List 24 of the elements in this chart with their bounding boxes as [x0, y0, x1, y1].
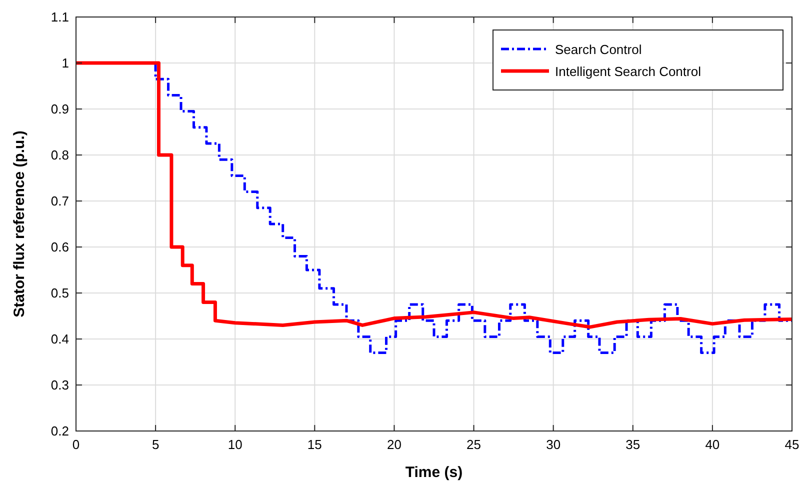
x-tick-label: 45	[784, 437, 800, 452]
y-tick-label: 0.7	[50, 194, 69, 208]
y-tick-label: 0.4	[50, 332, 69, 346]
x-tick-label: 35	[626, 437, 640, 452]
x-tick-label: 10	[228, 437, 242, 452]
y-tick-label: 0.9	[50, 102, 69, 116]
y-tick-label: 0.8	[50, 148, 69, 162]
legend-label: Intelligent Search Control	[555, 64, 702, 79]
x-tick-label: 40	[705, 437, 720, 452]
y-tick-label: 0.5	[50, 286, 69, 300]
y-tick-label: 1	[62, 56, 69, 70]
x-tick-label: 25	[466, 437, 482, 452]
x-tick-label: 15	[307, 437, 322, 452]
x-axis-title: Time (s)	[405, 464, 463, 481]
x-tick-label: 0	[72, 437, 80, 452]
x-tick-label: 20	[386, 437, 402, 452]
y-tick-label: 0.2	[50, 424, 69, 438]
y-axis-title: Stator flux reference (p.u.)	[11, 130, 28, 318]
legend-label: Search Control	[555, 42, 642, 57]
y-tick-label: 1.1	[50, 10, 69, 24]
x-tick-label: 30	[546, 437, 561, 452]
x-tick-label: 5	[152, 437, 160, 452]
y-tick-label: 0.6	[50, 240, 69, 254]
y-tick-label: 0.3	[50, 378, 69, 392]
